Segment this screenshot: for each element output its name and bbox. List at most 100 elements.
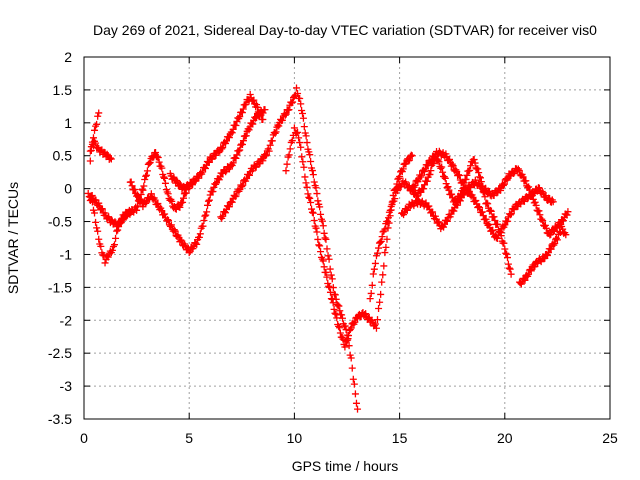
- data-point: [306, 151, 314, 159]
- data-point: [376, 298, 384, 306]
- data-point: [312, 224, 320, 232]
- data-point: [328, 295, 336, 303]
- data-point: [349, 375, 357, 383]
- x-tick-label: 0: [80, 430, 88, 446]
- x-tick-label: 20: [497, 430, 513, 446]
- data-point: [530, 190, 538, 198]
- y-tick-label: 0.5: [53, 148, 73, 164]
- data-point: [225, 134, 233, 142]
- data-point: [553, 224, 561, 232]
- x-tick-label: 25: [602, 430, 618, 446]
- data-point: [418, 171, 426, 179]
- data-point: [500, 180, 508, 188]
- data-point: [420, 185, 428, 193]
- data-point: [309, 209, 317, 217]
- data-point: [493, 235, 501, 243]
- data-point: [374, 249, 382, 257]
- data-point: [299, 109, 307, 117]
- data-point: [239, 140, 247, 148]
- data-point: [232, 192, 240, 200]
- data-point: [308, 167, 316, 175]
- data-point: [387, 206, 395, 214]
- data-point: [366, 295, 374, 303]
- data-point: [535, 207, 543, 215]
- series-sat-j: [398, 165, 572, 239]
- data-point: [331, 309, 339, 317]
- data-point: [522, 177, 530, 185]
- data-point: [86, 157, 94, 165]
- data-point: [331, 291, 339, 299]
- data-point: [171, 227, 179, 235]
- data-point: [294, 89, 302, 97]
- data-point: [476, 174, 484, 182]
- data-point: [312, 184, 320, 192]
- data-point: [127, 178, 135, 186]
- data-point: [423, 177, 431, 185]
- data-point: [551, 239, 559, 247]
- x-tick-label: 15: [392, 430, 408, 446]
- data-point: [143, 171, 151, 179]
- data-point: [345, 332, 353, 340]
- data-point: [515, 167, 523, 175]
- data-point: [179, 194, 187, 202]
- data-point: [238, 109, 246, 117]
- data-point: [510, 169, 518, 177]
- data-point: [218, 145, 226, 153]
- data-point: [341, 343, 349, 351]
- data-point: [252, 114, 260, 122]
- data-point: [297, 100, 305, 108]
- data-point: [101, 259, 109, 267]
- data-point: [229, 125, 237, 133]
- data-point: [228, 198, 236, 206]
- data-point: [93, 224, 101, 232]
- data-point: [259, 157, 267, 165]
- data-point: [147, 190, 155, 198]
- data-point: [246, 91, 254, 99]
- y-tick-label: 1: [64, 115, 72, 131]
- data-point: [503, 250, 511, 258]
- data-point: [562, 231, 570, 239]
- data-point: [314, 235, 322, 243]
- data-point: [459, 179, 467, 187]
- data-point: [352, 399, 360, 407]
- data-point: [300, 163, 308, 171]
- data-point: [354, 405, 362, 413]
- data-point: [297, 143, 305, 151]
- data-point: [549, 227, 557, 235]
- data-point: [320, 263, 328, 271]
- y-tick-label: -1: [60, 246, 73, 262]
- data-point: [377, 290, 385, 298]
- data-point: [229, 159, 237, 167]
- data-point: [500, 239, 508, 247]
- data-point: [384, 224, 392, 232]
- data-point: [549, 198, 557, 206]
- data-point: [294, 128, 302, 136]
- data-point: [167, 221, 175, 229]
- data-point: [466, 166, 474, 174]
- data-point: [519, 173, 527, 181]
- data-point: [238, 183, 246, 191]
- data-point: [307, 198, 315, 206]
- data-point: [532, 201, 540, 209]
- data-point: [472, 197, 480, 205]
- data-point: [474, 165, 482, 173]
- data-point: [476, 204, 484, 212]
- data-point: [133, 206, 141, 214]
- data-point: [285, 106, 293, 114]
- data-point: [346, 326, 354, 334]
- data-point: [282, 167, 290, 175]
- data-point: [486, 206, 494, 214]
- data-point: [399, 165, 407, 173]
- data-point: [502, 249, 510, 257]
- data-point: [131, 185, 139, 193]
- data-point: [455, 172, 463, 180]
- data-point: [192, 239, 200, 247]
- y-tick-label: 1.5: [53, 82, 73, 98]
- data-point: [437, 164, 445, 172]
- data-point: [316, 242, 324, 250]
- data-point: [320, 229, 328, 237]
- data-point: [336, 329, 344, 337]
- data-point: [302, 132, 310, 140]
- grid-lines: [84, 57, 610, 419]
- data-point: [350, 380, 358, 388]
